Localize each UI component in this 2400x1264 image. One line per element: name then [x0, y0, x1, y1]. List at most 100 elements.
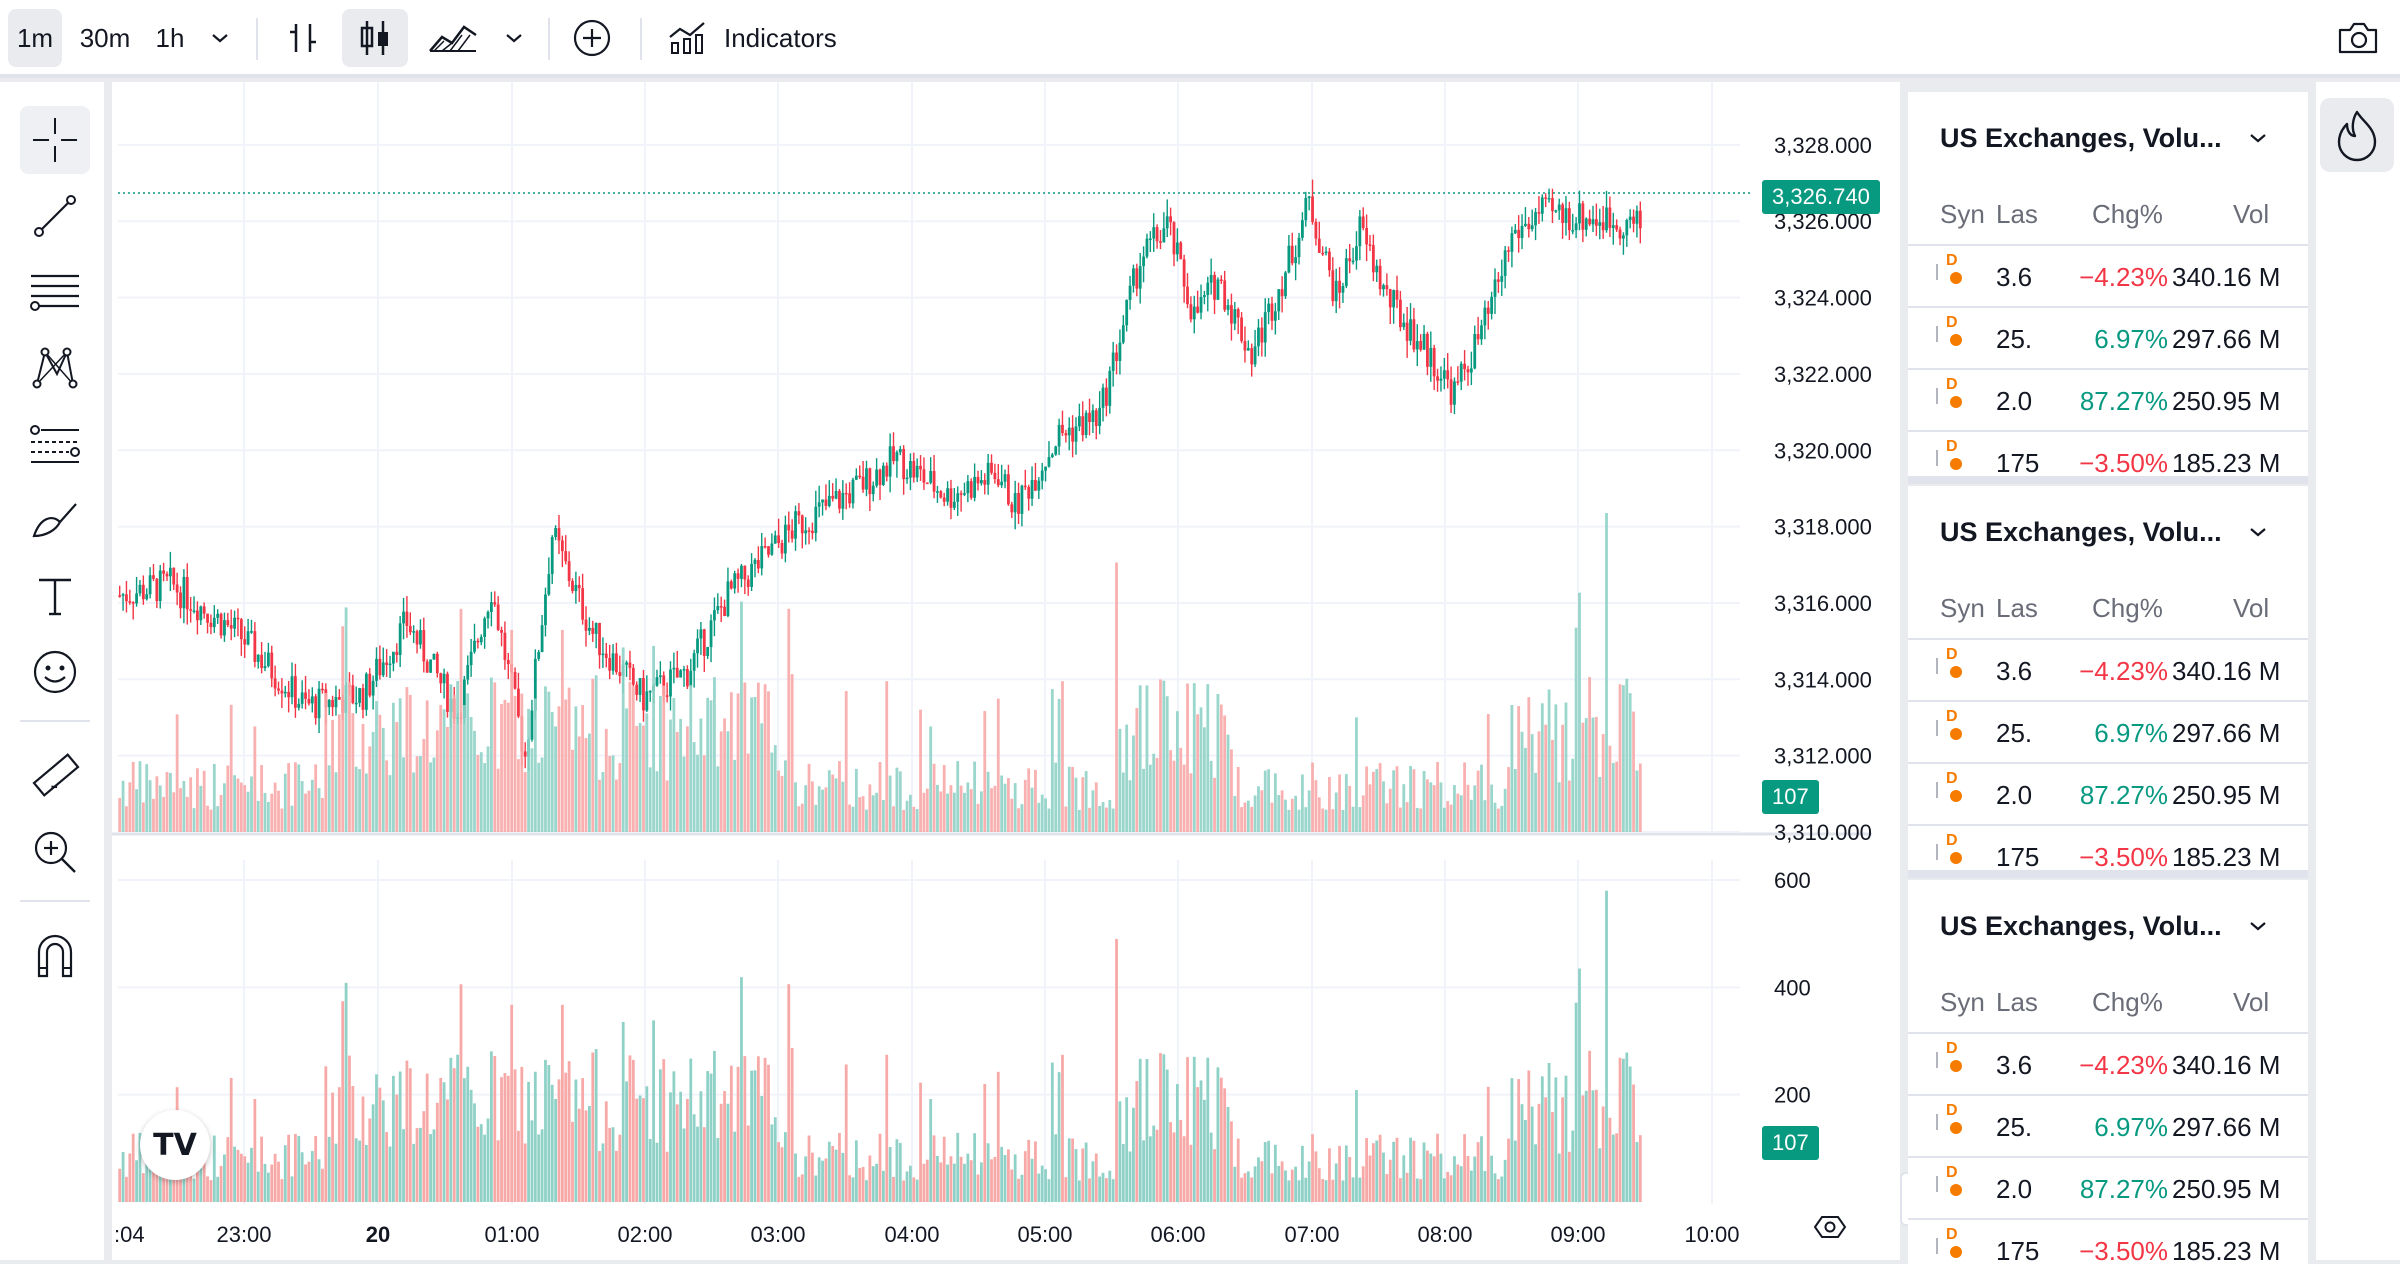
watchlist-title-button[interactable]: US Exchanges, Volu...: [1908, 486, 2308, 578]
hotlists-button[interactable]: [2320, 98, 2394, 172]
watchlist-row[interactable]: D 3.6 −4.23% 340.16 M: [1908, 640, 2308, 702]
zoom-in-tool-button[interactable]: [20, 818, 90, 886]
volume-label-price-pane: 107: [1762, 780, 1819, 814]
measure-tool-button[interactable]: [20, 742, 90, 810]
pattern-tool-button[interactable]: [20, 334, 90, 402]
volume-bar: [402, 1129, 405, 1202]
column-header[interactable]: Las: [1996, 592, 2038, 623]
volume-bar: [287, 1134, 291, 1202]
toolbar-separator: [256, 18, 258, 60]
volume-overlay-bar: [628, 681, 632, 832]
candle-body: [702, 629, 706, 656]
candle-body: [1358, 216, 1362, 247]
watchlist-row[interactable]: D 2.0 87.27% 250.95 M: [1908, 1158, 2308, 1220]
column-header[interactable]: Vol: [2233, 592, 2270, 623]
watchlist-row[interactable]: D 25. 6.97% 297.66 M: [1908, 702, 2308, 764]
watchlist-title-button[interactable]: US Exchanges, Volu...: [1908, 92, 2308, 184]
tradingview-logo[interactable]: TV: [140, 1110, 210, 1180]
volume-bar: [348, 1055, 351, 1202]
volume-overlay-bar: [1152, 753, 1156, 832]
volume-bar: [1094, 1153, 1098, 1202]
column-header[interactable]: Chg%: [2092, 986, 2163, 1017]
volume-overlay-bar: [1017, 808, 1020, 832]
column-header[interactable]: Syn: [1940, 986, 1985, 1017]
volume-overlay-bar: [1199, 707, 1203, 832]
volume-bar: [946, 1164, 949, 1202]
watchlist-row[interactable]: D 175 −3.50% 185.23 M: [1908, 432, 2308, 476]
watchlist-row[interactable]: D 3.6 −4.23% 340.16 M: [1908, 1034, 2308, 1096]
chart-pane[interactable]: 3,328.000 3,326.000 3,324.000 3,322.000 3,32…: [112, 82, 1928, 1260]
chart-settings-button[interactable]: [1812, 1212, 1848, 1247]
watchlist-row[interactable]: D 25. 6.97% 297.66 M: [1908, 1096, 2308, 1158]
volume-overlay-bar: [1378, 763, 1382, 832]
volume-overlay-bar: [449, 684, 453, 832]
volume: 185.23 M: [2172, 1236, 2281, 1264]
volume-bar: [1429, 1153, 1433, 1202]
volume-bar: [415, 1128, 419, 1202]
indicators-button[interactable]: Indicators: [660, 9, 868, 67]
watchlist-row[interactable]: D 3.6 −4.23% 340.16 M: [1908, 246, 2308, 308]
volume-bar: [1324, 1180, 1328, 1202]
watchlist-row[interactable]: D 2.0 87.27% 250.95 M: [1908, 764, 2308, 826]
brush-tool-button[interactable]: [20, 486, 90, 554]
watchlist-row[interactable]: D 175 −3.50% 185.23 M: [1908, 826, 2308, 870]
crosshair-tool-button[interactable]: [20, 106, 90, 174]
candle-body: [361, 688, 365, 710]
volume-overlay-bar: [121, 780, 125, 832]
screenshot-button[interactable]: [2326, 9, 2390, 67]
candle-body: [1365, 227, 1369, 245]
watchlist-row[interactable]: D 175 −3.50% 185.23 M: [1908, 1220, 2308, 1264]
volume-overlay-bar: [1503, 788, 1507, 832]
emoji-tool-button[interactable]: [20, 638, 90, 706]
price-chart[interactable]: 3,328.0003,326.0003,324.0003,322.0003,32…: [112, 82, 1900, 1260]
watchlist-row[interactable]: D 25. 6.97% 297.66 M: [1908, 308, 2308, 370]
interval-1h-button[interactable]: 1h: [155, 22, 185, 53]
volume-bar: [1476, 1142, 1480, 1202]
projection-tool-button[interactable]: [20, 410, 90, 478]
column-header[interactable]: Las: [1996, 986, 2038, 1017]
volume-overlay-bar: [128, 782, 132, 832]
volume-overlay-bar: [533, 698, 537, 832]
volume-overlay-bar: [371, 731, 375, 832]
text-tool-button[interactable]: [20, 562, 90, 630]
volume-overlay-bar: [1179, 747, 1183, 832]
interval-30m-button[interactable]: 30m: [79, 22, 131, 53]
volume-bar: [824, 1158, 828, 1202]
volume-bar: [216, 1176, 220, 1202]
area-style-button[interactable]: [420, 9, 486, 67]
volume-bar: [1196, 1087, 1200, 1202]
candle-body: [523, 751, 527, 757]
candle-body: [571, 580, 574, 592]
compare-add-symbol-button[interactable]: [562, 9, 622, 67]
volume-bar: [1405, 1172, 1409, 1202]
column-header[interactable]: Syn: [1940, 198, 1985, 229]
watchlist-title-button[interactable]: US Exchanges, Volu...: [1908, 880, 2308, 972]
watchlist-title: US Exchanges, Volu...: [1940, 122, 2222, 153]
candle-body: [1230, 305, 1233, 324]
watchlist-row[interactable]: D 2.0 87.27% 250.95 M: [1908, 370, 2308, 432]
column-header[interactable]: Vol: [2233, 198, 2270, 229]
magnet-mode-button[interactable]: [20, 922, 90, 990]
column-header[interactable]: Las: [1996, 198, 2038, 229]
volume-overlay-bar: [452, 694, 456, 832]
interval-dropdown-button[interactable]: [200, 9, 240, 67]
volume-bar: [1547, 1062, 1551, 1202]
volume-bar: [1469, 1170, 1473, 1202]
chart-style-dropdown-button[interactable]: [494, 9, 534, 67]
bars-style-button[interactable]: [276, 9, 330, 67]
interval-1m-button[interactable]: 1m: [8, 9, 62, 67]
column-header[interactable]: Chg%: [2092, 592, 2163, 623]
column-header[interactable]: Syn: [1940, 592, 1985, 623]
volume-bar: [361, 1096, 365, 1202]
candles-style-button[interactable]: [342, 9, 408, 67]
volume-overlay-bar: [692, 742, 696, 832]
volume-bar: [1226, 1106, 1230, 1202]
volume-bar: [337, 1087, 341, 1202]
volume-overlay-bar: [658, 695, 662, 832]
fib-tool-button[interactable]: [20, 258, 90, 326]
trend-line-tool-button[interactable]: [20, 182, 90, 250]
column-header[interactable]: Chg%: [2092, 198, 2163, 229]
volume-bar: [1317, 1168, 1321, 1202]
volume-bar: [881, 1170, 885, 1202]
column-header[interactable]: Vol: [2233, 986, 2270, 1017]
